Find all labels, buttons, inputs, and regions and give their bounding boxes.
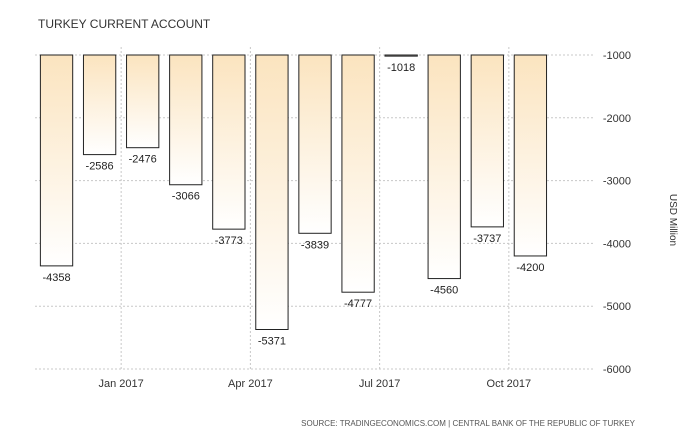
data-label: -3737 [473, 233, 501, 245]
chart-title: TURKEY CURRENT ACCOUNT [38, 17, 211, 31]
bar [126, 54, 160, 149]
x-tick-label: Apr 2017 [228, 378, 273, 390]
data-label: -4560 [430, 285, 458, 297]
data-label: -3839 [301, 239, 329, 251]
bar [427, 54, 461, 280]
data-label: -1018 [387, 62, 415, 74]
x-tick-label: Jan 2017 [99, 378, 144, 390]
bar [384, 54, 418, 57]
x-tick-label: Jul 2017 [359, 378, 401, 390]
data-label: -3773 [215, 235, 243, 247]
y-tick-label: -6000 [603, 364, 631, 376]
bar [39, 54, 74, 267]
data-label: -3066 [172, 191, 200, 203]
y-tick-label: -4000 [603, 238, 631, 250]
data-label: -4358 [42, 272, 70, 284]
y-tick-label: -1000 [603, 50, 631, 62]
x-tick-label: Oct 2017 [487, 378, 532, 390]
bar [82, 54, 117, 156]
y-axis-ticks: -1000 -2000 -3000 -4000 -5000 -6000 [603, 50, 631, 376]
bar [298, 54, 332, 234]
bar [255, 54, 289, 330]
data-label: -4200 [516, 262, 544, 274]
bar [341, 54, 375, 293]
bar-layer: -4358 -2586 -2476 -3066 -3773 -5371 -3839 -4777… [39, 54, 548, 347]
y-tick-label: -2000 [603, 113, 631, 125]
bar [212, 54, 246, 230]
bar [470, 54, 504, 228]
data-label: -2586 [86, 161, 114, 173]
source-note: SOURCE: TRADINGECONOMICS.COM | CENTRAL B… [301, 419, 635, 428]
y-tick-label: -5000 [603, 301, 631, 313]
y-tick-label: -3000 [603, 176, 631, 188]
bar [169, 54, 203, 186]
bar [513, 54, 548, 257]
data-label: -4777 [344, 298, 372, 310]
data-label: -2476 [129, 154, 157, 166]
x-axis-ticks: Jan 2017 Apr 2017 Jul 2017 Oct 2017 [99, 378, 532, 390]
data-label: -5371 [258, 335, 286, 347]
y-axis-label: USD Million [667, 194, 678, 246]
